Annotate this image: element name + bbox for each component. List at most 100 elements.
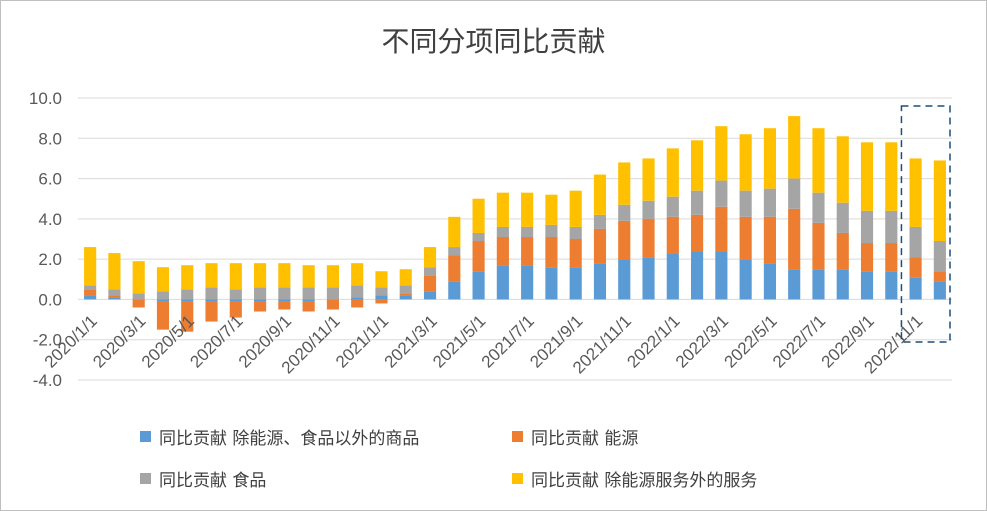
bar-segment <box>351 297 364 300</box>
bar-segment <box>593 174 607 215</box>
bar-segment <box>788 208 801 270</box>
x-tick-label: 2021/7/1 <box>478 311 538 371</box>
bar-segment <box>569 190 582 227</box>
bar-segment <box>302 265 315 288</box>
bar-segment <box>593 214 607 229</box>
bar-segment <box>569 226 582 239</box>
bar-segment <box>278 287 291 300</box>
legend-label-energy: 同比贡献 能源 <box>531 429 639 449</box>
bar-segment <box>788 269 801 300</box>
bar-segment <box>885 142 898 211</box>
bar-segment <box>84 285 97 290</box>
bar-segment <box>254 299 267 302</box>
bar-segment <box>156 291 170 300</box>
bar-segment <box>521 265 534 300</box>
highlight-box <box>900 105 951 343</box>
bar-segment <box>205 299 218 302</box>
bar-segment <box>715 251 728 300</box>
bar-segment <box>448 247 461 256</box>
bar-segment <box>666 216 679 254</box>
bar-segment <box>375 271 388 288</box>
bar-segment <box>84 247 97 286</box>
bar-segment <box>545 194 558 225</box>
bar-segment <box>521 226 534 237</box>
bar-segment <box>933 160 946 242</box>
bar-segment <box>715 126 728 181</box>
bar-segment <box>326 265 339 288</box>
bar-segment <box>521 192 534 227</box>
bar-segment <box>618 220 631 260</box>
bar-segment <box>399 293 412 296</box>
chart-title: 不同分项同比贡献 <box>381 25 606 58</box>
bar-segment <box>860 142 874 211</box>
bar-segment <box>254 287 267 300</box>
bar-segment <box>739 190 752 217</box>
bar-segment <box>496 265 509 300</box>
legend-swatch-services <box>512 473 523 484</box>
bar-segment <box>618 204 631 221</box>
bar-segment <box>156 299 170 302</box>
bar-segment <box>156 301 170 330</box>
bar-segment <box>909 277 922 300</box>
bar-segment <box>472 241 485 272</box>
x-tick-label: 2022/3/1 <box>672 311 732 371</box>
bar-segment <box>448 255 461 282</box>
bar-segment <box>909 257 922 278</box>
bar-segment <box>836 269 849 300</box>
x-tick-label: 2020/3/1 <box>89 311 149 371</box>
bar-segment <box>545 236 558 268</box>
bar-segment <box>739 216 752 260</box>
bar-segment <box>860 243 874 272</box>
bar-segment <box>812 128 825 193</box>
bar-segment <box>763 128 776 189</box>
legend-item-services: 同比贡献 除能源服务外的服务 <box>512 466 757 491</box>
bar-segment <box>108 253 121 290</box>
bar-segment <box>375 287 388 296</box>
bar-segment <box>132 293 145 300</box>
bar-segment <box>691 251 704 300</box>
bar-segment <box>715 180 728 207</box>
bar-segment <box>545 224 558 237</box>
y-tick-label: -2.0 <box>33 331 62 350</box>
bar-segment <box>302 301 315 312</box>
bar-segment <box>496 236 509 266</box>
bar-segment <box>933 281 946 300</box>
bar-segment <box>84 295 97 300</box>
bar-segment <box>618 162 631 205</box>
bar-segment <box>642 218 655 258</box>
bar-segment <box>885 271 898 300</box>
legend-item-goods: 同比贡献 除能源、食品以外的商品 <box>140 424 419 449</box>
legend-label-food: 同比贡献 食品 <box>159 471 267 491</box>
bar-segment <box>496 192 509 227</box>
legend-label-services: 同比贡献 除能源服务外的服务 <box>531 471 758 491</box>
bar-segment <box>205 263 218 288</box>
y-tick-label: 4.0 <box>38 210 62 229</box>
bar-segment <box>278 299 291 302</box>
bar-segment <box>351 299 364 308</box>
bar-segment <box>423 247 437 268</box>
bar-segment <box>885 243 898 272</box>
x-tick-label: 2022/1/1 <box>623 311 683 371</box>
bar-segment <box>399 269 412 286</box>
bar-segment <box>278 263 291 288</box>
bar-segment <box>933 241 946 272</box>
x-tick-label: 2021/1/1 <box>332 311 392 371</box>
bar-segment <box>691 190 704 215</box>
bar-segment <box>933 271 946 282</box>
bar-segment <box>254 301 267 312</box>
y-tick-label: -4.0 <box>33 371 62 390</box>
bar-segment <box>108 297 121 300</box>
bar-segment <box>399 295 412 300</box>
x-tick-label: 2021/5/1 <box>429 311 489 371</box>
bar-segment <box>569 267 582 300</box>
bar-segment <box>448 216 461 248</box>
bar-segment <box>423 275 437 292</box>
legend-swatch-energy <box>512 431 523 442</box>
bar-segment <box>763 216 776 264</box>
bar-segment <box>691 140 704 191</box>
bar-segment <box>521 236 534 266</box>
bar-segment <box>302 299 315 302</box>
bar-segment <box>836 136 849 203</box>
bar-segment <box>642 257 655 300</box>
